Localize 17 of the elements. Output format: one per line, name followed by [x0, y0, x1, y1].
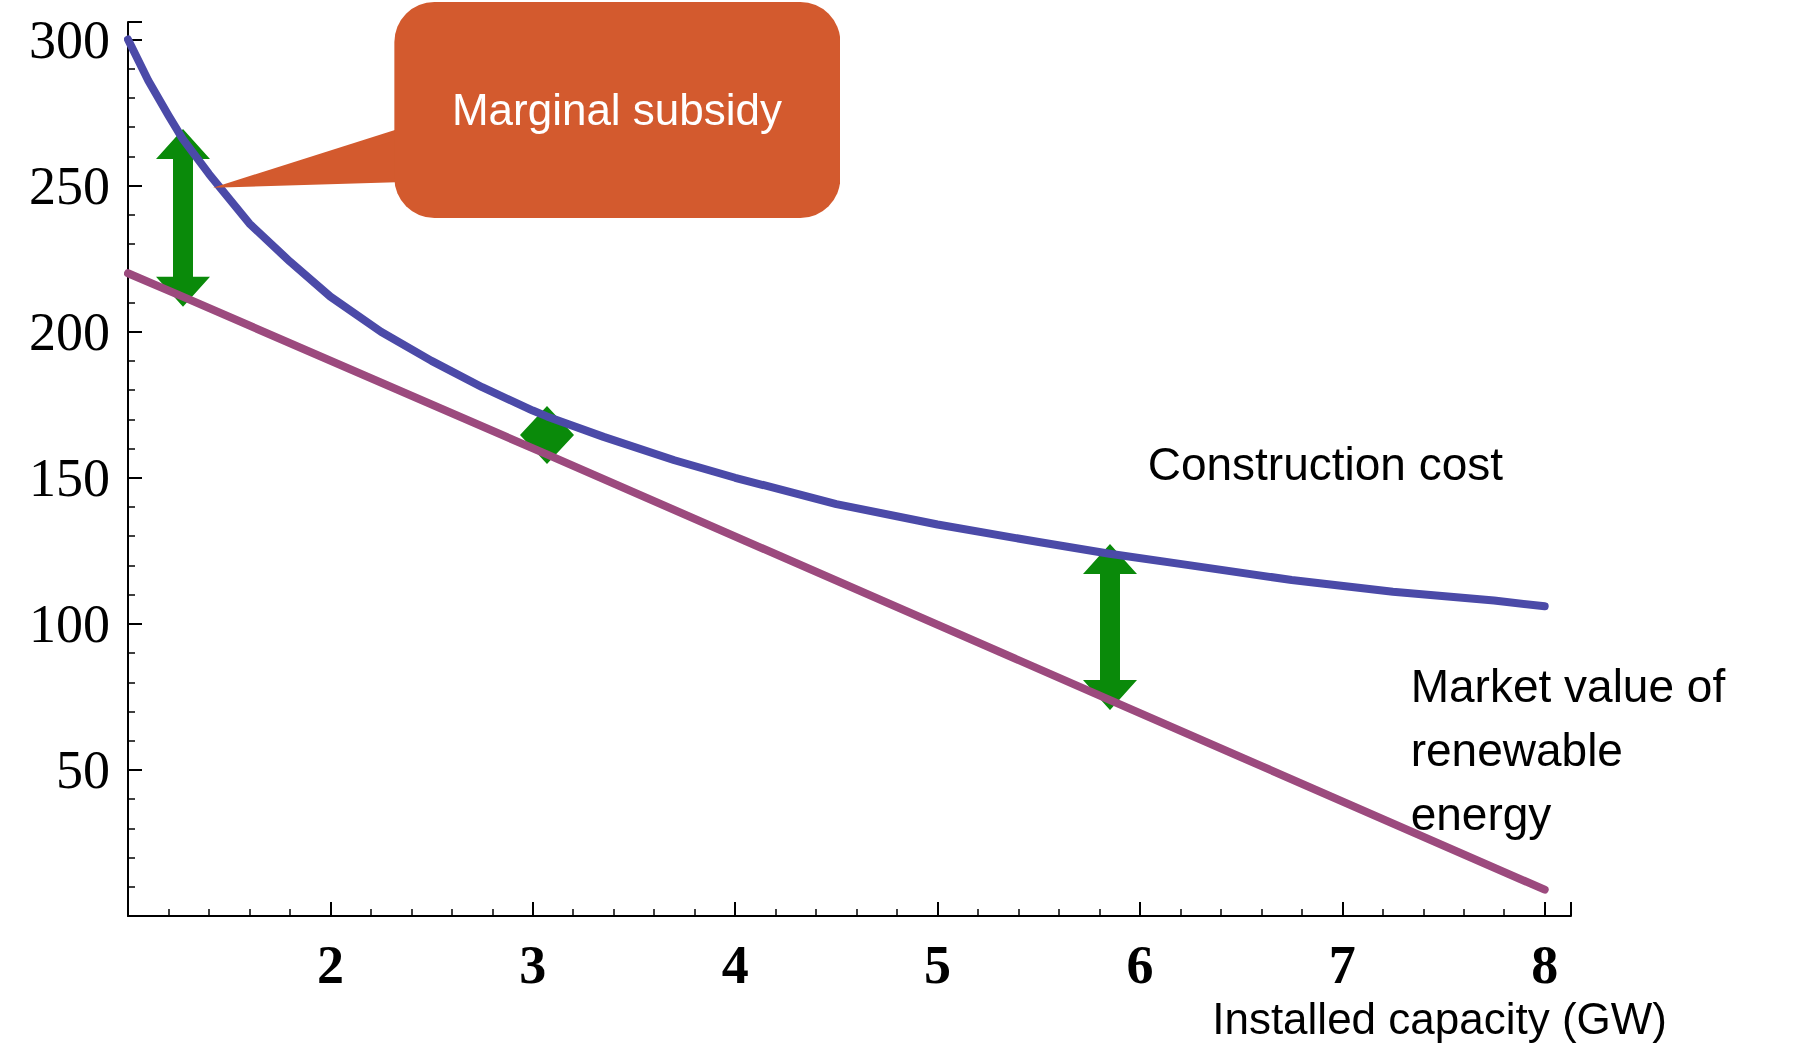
x-tick-label: 2: [316, 935, 344, 995]
y-tick-label: 300: [29, 9, 110, 70]
y-tick-label: 100: [29, 593, 110, 654]
y-tick-label: 50: [56, 739, 110, 800]
x-axis-title: Installed capacity (GW): [1212, 993, 1667, 1043]
x-tick-label: 7: [1328, 935, 1356, 995]
series-label: Market value of renewable energy: [1410, 659, 1738, 840]
x-tick-label: 5: [924, 935, 952, 995]
x-tick-label: 3: [519, 935, 547, 995]
x-tick-label: 4: [721, 935, 749, 995]
y-tick-label: 150: [29, 447, 110, 508]
annotation: Marginal subsidy: [451, 85, 783, 135]
x-tick-label: 6: [1126, 935, 1154, 995]
y-tick-label: 200: [29, 301, 110, 362]
series-label: Construction cost: [1147, 438, 1504, 491]
y-tick-label: 250: [29, 155, 110, 216]
x-tick-label: 8: [1531, 935, 1559, 995]
